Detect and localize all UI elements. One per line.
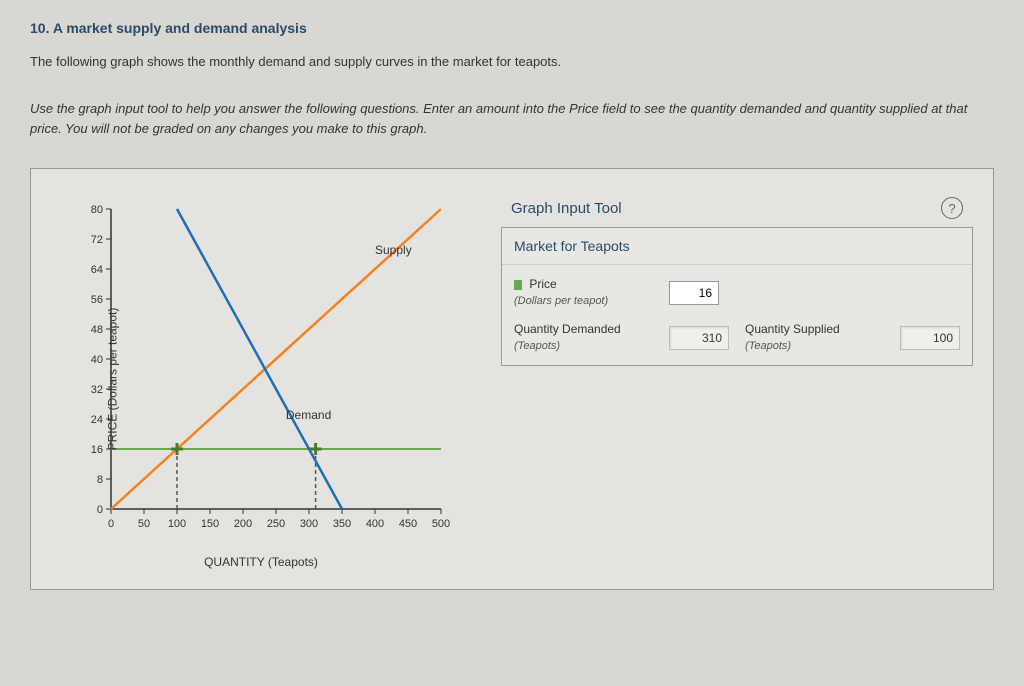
svg-text:72: 72	[91, 234, 103, 246]
qs-sublabel: (Teapots)	[745, 340, 791, 352]
svg-text:24: 24	[91, 414, 103, 426]
svg-text:32: 32	[91, 384, 103, 396]
quantity-supplied-value: 100	[900, 326, 960, 350]
svg-text:450: 450	[399, 518, 417, 530]
svg-text:16: 16	[91, 444, 103, 456]
price-label: Price (Dollars per teapot)	[514, 277, 653, 308]
svg-text:0: 0	[97, 504, 103, 516]
svg-text:300: 300	[300, 518, 318, 530]
graph-input-tool: Graph Input Tool ? Market for Teapots Pr…	[501, 189, 973, 569]
qd-sublabel: (Teapots)	[514, 340, 560, 352]
svg-text:50: 50	[138, 518, 150, 530]
price-marker-icon	[514, 280, 522, 290]
svg-text:Supply: Supply	[375, 243, 412, 257]
x-axis-label: QUANTITY (Teapots)	[204, 555, 318, 569]
help-icon[interactable]: ?	[941, 197, 963, 219]
price-label-text: Price	[529, 277, 556, 291]
svg-text:100: 100	[168, 518, 186, 530]
svg-text:48: 48	[91, 324, 103, 336]
qs-label-text: Quantity Supplied	[745, 322, 840, 336]
svg-text:80: 80	[91, 204, 103, 216]
chart-area[interactable]: 0 8 16 24 32 40 48 56 64 72 80 0 50 100 150 200 250 300 35…	[51, 189, 471, 569]
svg-text:250: 250	[267, 518, 285, 530]
svg-text:Demand: Demand	[286, 408, 331, 422]
svg-text:400: 400	[366, 518, 384, 530]
svg-text:56: 56	[91, 294, 103, 306]
price-input[interactable]	[669, 281, 719, 305]
tool-box: Market for Teapots Price (Dollars per te…	[501, 227, 973, 366]
svg-text:500: 500	[432, 518, 450, 530]
quantity-demanded-value: 310	[669, 326, 729, 350]
y-axis-label: PRICE (Dollars per teapot)	[105, 308, 119, 451]
svg-text:8: 8	[97, 474, 103, 486]
main-panel: 0 8 16 24 32 40 48 56 64 72 80 0 50 100 150 200 250 300 35…	[30, 168, 994, 590]
quantity-demanded-label: Quantity Demanded (Teapots)	[514, 322, 653, 353]
quantity-supplied-label: Quantity Supplied (Teapots)	[745, 322, 884, 353]
svg-text:200: 200	[234, 518, 252, 530]
svg-text:40: 40	[91, 354, 103, 366]
svg-text:0: 0	[108, 518, 114, 530]
svg-text:64: 64	[91, 264, 103, 276]
instructions-text: Use the graph input tool to help you ans…	[30, 99, 994, 138]
intro-text: The following graph shows the monthly de…	[30, 54, 994, 69]
qd-label-text: Quantity Demanded	[514, 322, 621, 336]
question-title: 10. A market supply and demand analysis	[30, 20, 994, 36]
tool-title: Graph Input Tool	[511, 200, 622, 217]
price-sublabel: (Dollars per teapot)	[514, 295, 608, 307]
market-title: Market for Teapots	[502, 228, 972, 265]
svg-text:350: 350	[333, 518, 351, 530]
svg-text:150: 150	[201, 518, 219, 530]
